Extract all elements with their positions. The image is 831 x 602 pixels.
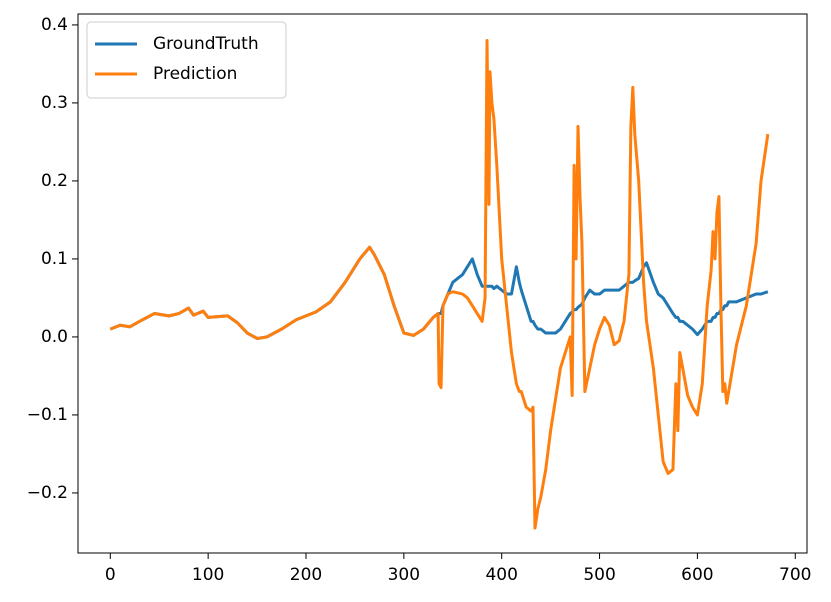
x-tick-label: 100 (192, 565, 224, 585)
y-tick-label: 0.1 (41, 249, 68, 269)
y-tick-label: 0.2 (41, 171, 68, 191)
x-tick-label: 300 (388, 565, 420, 585)
legend-label: GroundTruth (153, 34, 259, 54)
plot-frame (77, 13, 808, 554)
series-line (109, 39, 770, 530)
x-tick-label: 400 (485, 565, 517, 585)
x-tick-label: 500 (583, 565, 615, 585)
x-tick-label: 200 (290, 565, 322, 585)
y-tick-label: −0.1 (27, 405, 68, 425)
x-tick-label: 600 (681, 565, 713, 585)
y-tick-label: 0.4 (41, 15, 68, 35)
y-tick-label: 0.3 (41, 93, 68, 113)
x-tick-label: 0 (105, 565, 116, 585)
y-tick-label: −0.2 (27, 483, 68, 503)
legend-label: Prediction (153, 64, 237, 84)
legend-box (86, 21, 287, 99)
x-tick-label: 700 (779, 565, 811, 585)
y-tick-label: 0.0 (41, 327, 68, 347)
